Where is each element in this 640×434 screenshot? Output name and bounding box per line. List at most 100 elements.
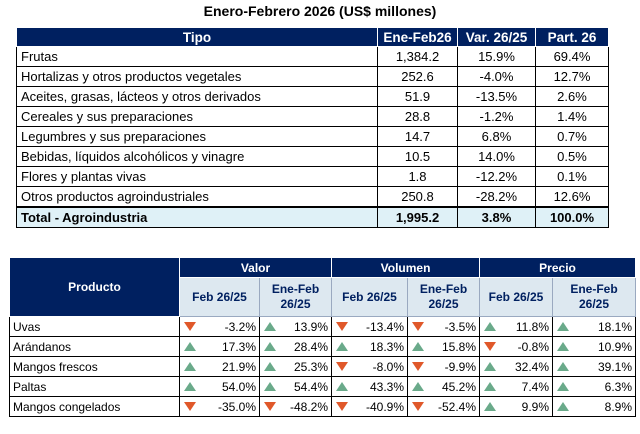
row-value-cell: 10.5 (377, 146, 458, 167)
row-value-cell: 51.9 (377, 86, 458, 107)
triangle-up-icon (184, 342, 196, 351)
triangle-down-icon (412, 322, 425, 331)
triangle-down-icon (184, 322, 196, 331)
variation-value: 15.8% (441, 339, 477, 354)
row-value-cell: -1.2% (457, 106, 536, 127)
sub-header-precio-feb: Feb 26/25 (479, 277, 554, 317)
total-row: Total - Agroindustria 1,995.2 3.8% 100.0% (16, 206, 609, 228)
triangle-down-icon (412, 402, 425, 411)
variation-cell: -3.5% (407, 316, 481, 337)
triangle-up-icon (264, 382, 276, 391)
variation-value: 6.3% (604, 379, 633, 394)
triangle-down-icon (336, 402, 349, 411)
total-value-cell: 1,995.2 (377, 206, 458, 228)
row-tipo-cell: Flores y plantas vivas (16, 166, 378, 187)
variation-value: 43.3% (369, 379, 405, 394)
triangle-down-icon (184, 402, 196, 411)
variation-value: -0.8% (517, 339, 550, 354)
triangle-up-icon (557, 342, 570, 351)
header-producto: Producto (9, 257, 180, 317)
product-name-cell: Mangos congelados (9, 396, 180, 417)
header-group-volumen: Volumen (331, 256, 481, 279)
table-row: Hortalizas y otros productos vegetales 25… (16, 66, 609, 87)
header-var: Var. 26/25 (457, 27, 536, 47)
table-row: Otros productos agroindustriales 250.8 -28… (16, 186, 609, 208)
variation-value: 10.9% (597, 339, 633, 354)
row-value-cell: 14.0% (457, 146, 536, 167)
variation-value: 13.9% (293, 319, 329, 334)
variation-cell: -8.0% (331, 356, 409, 377)
product-name-cell: Mangos frescos (9, 356, 180, 377)
table-row: Bebidas, líquidos alcohólicos y vinagre 1… (16, 146, 609, 167)
row-value-cell: 12.6% (535, 186, 609, 208)
variation-cell: -48.2% (258, 396, 333, 417)
triangle-up-icon (484, 322, 497, 331)
variation-cell: 39.1% (552, 356, 637, 377)
variation-value: 45.2% (441, 379, 477, 394)
triangle-up-icon (412, 342, 425, 351)
product-name-cell: Uvas (9, 316, 180, 337)
variation-value: 25.3% (293, 359, 329, 374)
triangle-up-icon (264, 362, 276, 371)
variation-value: 21.9% (221, 359, 256, 374)
variation-cell: 9.9% (479, 396, 554, 417)
row-value-cell: 14.7 (377, 126, 458, 147)
table-row: Legumbres y sus preparaciones 14.7 6.8% 0.7… (16, 126, 609, 147)
variation-cell: -0.8% (479, 336, 554, 357)
triangle-down-icon (412, 362, 425, 371)
row-value-cell: 12.7% (535, 66, 609, 87)
variation-value: -48.2% (289, 399, 329, 414)
row-value-cell: 250.8 (377, 186, 458, 208)
row-value-cell: 15.9% (457, 46, 536, 67)
variation-value: 39.1% (597, 359, 633, 374)
variation-value: 11.8% (515, 319, 550, 334)
triangle-up-icon (484, 362, 497, 371)
table-row: Mangos congelados -35.0% -48.2% -40.9% -52.4… (9, 396, 637, 417)
variation-value: 18.1% (597, 319, 633, 334)
variation-cell: 7.4% (479, 376, 554, 397)
triangle-up-icon (557, 402, 570, 411)
row-value-cell: 0.5% (535, 146, 609, 167)
triangle-up-icon (184, 382, 196, 391)
row-value-cell: 1.4% (535, 106, 609, 127)
variation-value: -35.0% (217, 399, 256, 414)
row-value-cell: 28.8 (377, 106, 458, 127)
variation-cell: -40.9% (331, 396, 409, 417)
sub-header-valor-ene: Ene-Feb 26/25 (258, 277, 333, 317)
row-value-cell: 69.4% (535, 46, 609, 67)
table-row: Cereales y sus preparaciones 28.8 -1.2% 1.4… (16, 106, 609, 127)
row-value-cell: 1.8 (377, 166, 458, 187)
variation-cell: 17.3% (179, 336, 260, 357)
triangle-up-icon (412, 382, 425, 391)
table-row: Mangos frescos 21.9% 25.3% -8.0% -9.9% 32.4% 3… (9, 356, 637, 377)
row-value-cell: 252.6 (377, 66, 458, 87)
variation-cell: -13.4% (331, 316, 409, 337)
variation-cell: -52.4% (407, 396, 481, 417)
table2-sub-header-row: Feb 26/25 Ene-Feb 26/25 Feb 26/25 Ene-Feb… (10, 277, 637, 317)
row-tipo-cell: Legumbres y sus preparaciones (16, 126, 378, 147)
report-title: Enero-Febrero 2026 (US$ millones) (203, 3, 437, 19)
row-value-cell: 0.7% (535, 126, 609, 147)
table-row: Aceites, grasas, lácteos y otros derivad… (16, 86, 609, 107)
variation-cell: 28.4% (258, 336, 333, 357)
product-variation-table: Producto Valor Volumen Precio Feb 26/25 … (9, 256, 637, 417)
header-group-precio: Precio (479, 256, 637, 279)
variation-cell: 15.8% (407, 336, 481, 357)
variation-cell: -9.9% (407, 356, 481, 377)
triangle-up-icon (557, 322, 570, 331)
row-value-cell: 2.6% (535, 86, 609, 107)
variation-value: 32.4% (514, 359, 550, 374)
table1-header-row: Tipo Ene-Feb26 Var. 26/25 Part. 26 (16, 27, 609, 47)
row-value-cell: 6.8% (457, 126, 536, 147)
variation-value: 54.4% (293, 379, 329, 394)
variation-value: 8.9% (604, 399, 633, 414)
variation-cell: 32.4% (479, 356, 554, 377)
triangle-down-icon (264, 402, 276, 411)
product-name-cell: Paltas (9, 376, 180, 397)
triangle-up-icon (264, 342, 276, 351)
agroindustry-summary-table: Tipo Ene-Feb26 Var. 26/25 Part. 26 Fruta… (16, 27, 609, 228)
header-group-valor: Valor (178, 256, 333, 279)
total-value-cell: 3.8% (457, 206, 536, 228)
header-tipo: Tipo (16, 27, 378, 47)
variation-cell: -35.0% (179, 396, 260, 417)
